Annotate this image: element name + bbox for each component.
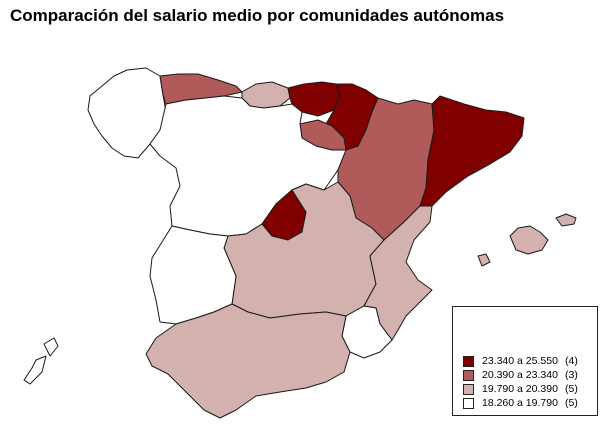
- region-asturias[interactable]: [159, 73, 243, 105]
- legend-range: 20.390 a 23.340: [482, 369, 558, 381]
- region-baleares-ibiza[interactable]: [477, 253, 491, 267]
- region-canarias-lanzarote[interactable]: [43, 337, 59, 357]
- legend-count: (3): [565, 369, 578, 381]
- region-andalucia[interactable]: [145, 303, 351, 419]
- legend-count: (5): [565, 397, 578, 409]
- legend-swatch: [463, 370, 474, 381]
- legend: 23.340 a 25.550 (4) 20.390 a 23.340 (3) …: [452, 306, 598, 416]
- legend-range: 23.340 a 25.550: [482, 355, 558, 367]
- region-cataluna[interactable]: [419, 95, 525, 207]
- legend-swatch: [463, 356, 474, 367]
- legend-count: (5): [565, 383, 578, 395]
- map-title: Comparación del salario medio por comuni…: [10, 6, 505, 25]
- region-baleares-menorca[interactable]: [555, 213, 577, 227]
- legend-range: 19.790 a 20.390: [482, 383, 558, 395]
- region-baleares-mallorca[interactable]: [509, 225, 549, 255]
- legend-swatch: [463, 384, 474, 395]
- legend-count: (4): [565, 355, 578, 367]
- legend-range: 18.260 a 19.790: [482, 397, 558, 409]
- region-canarias-fuerteventura[interactable]: [23, 355, 47, 385]
- region-cantabria[interactable]: [241, 81, 291, 109]
- legend-swatch: [463, 398, 474, 409]
